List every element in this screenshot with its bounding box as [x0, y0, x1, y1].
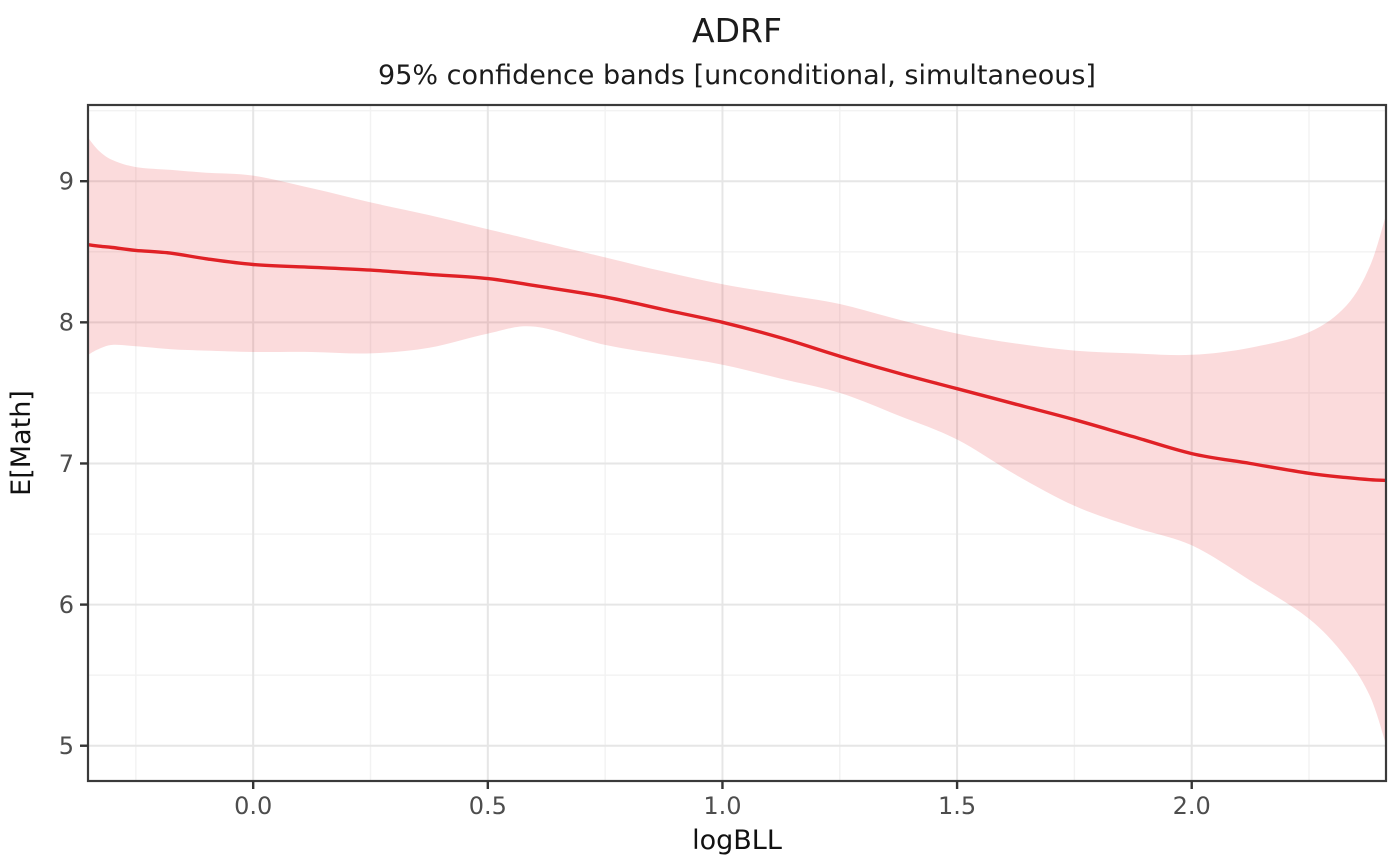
x-tick-label: 1.5 [938, 792, 976, 820]
estimate-line [88, 243, 1386, 483]
x-tick-label: 0.0 [234, 792, 272, 820]
minor-gridlines [88, 105, 1386, 781]
y-tick-label: 7 [59, 450, 74, 478]
confidence-band [88, 137, 1386, 745]
y-tick-label: 9 [59, 168, 74, 196]
x-axis-tick-labels: 0.0 0.5 1.0 1.5 2.0 [234, 792, 1211, 820]
y-axis-label: E[Math] [6, 390, 37, 496]
y-axis-tick-labels: 5 6 7 8 9 [59, 168, 74, 761]
y-axis-tick-marks [80, 180, 88, 747]
x-axis-tick-marks [251, 781, 1193, 789]
x-tick-label: 0.5 [469, 792, 507, 820]
x-axis-label: logBLL [692, 825, 782, 856]
chart-subtitle: 95% confidence bands [unconditional, sim… [378, 60, 1096, 91]
chart-title: ADRF [692, 11, 782, 50]
y-tick-label: 8 [59, 309, 74, 337]
y-tick-label: 5 [59, 732, 74, 760]
x-tick-label: 2.0 [1173, 792, 1211, 820]
plot-panel [88, 105, 1386, 781]
major-gridlines [88, 105, 1386, 781]
panel-border [86, 103, 1388, 783]
x-tick-label: 1.0 [703, 792, 741, 820]
y-tick-label: 6 [59, 591, 74, 619]
